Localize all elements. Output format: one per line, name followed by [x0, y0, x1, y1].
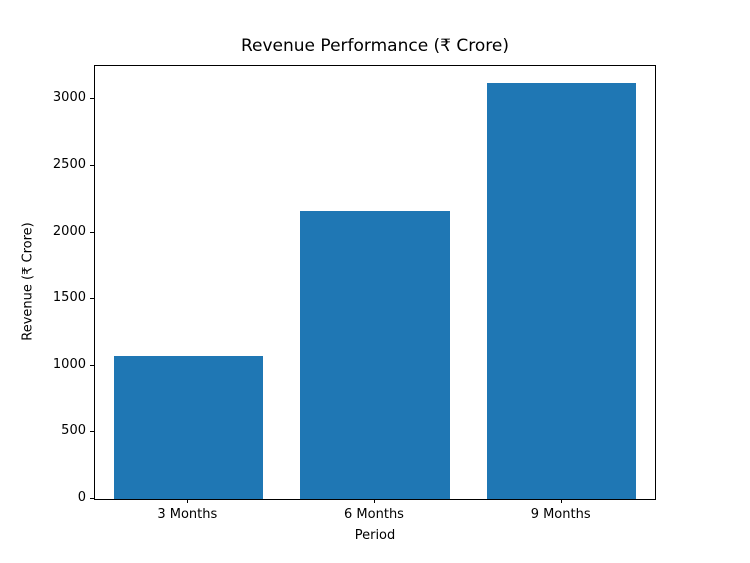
y-tick-label: 1500 — [52, 290, 86, 306]
y-tick-label: 500 — [61, 423, 86, 439]
x-tick-label: 6 Months — [344, 507, 404, 522]
y-tick-mark — [90, 298, 94, 300]
y-tick-label: 1000 — [52, 356, 86, 372]
y-tick-mark — [90, 164, 94, 166]
y-tick-label: 3000 — [52, 90, 86, 106]
bar-6-months — [300, 211, 450, 499]
x-tick-label: 9 Months — [530, 507, 591, 522]
y-tick-label: 2500 — [52, 156, 86, 172]
bar-9-months — [487, 82, 637, 499]
x-tick-mark — [560, 499, 562, 503]
chart-title: Revenue Performance (₹ Crore) — [240, 36, 509, 56]
x-tick-mark — [187, 499, 189, 503]
y-axis-label: Revenue (₹ Crore) — [20, 222, 36, 341]
y-tick-label: 2000 — [52, 223, 86, 239]
x-tick-mark — [374, 499, 375, 503]
y-tick-mark — [90, 98, 94, 100]
bar-3-months — [113, 355, 263, 499]
x-tick-label: 3 Months — [157, 507, 218, 522]
y-tick-mark — [90, 498, 94, 499]
y-tick-mark — [90, 364, 94, 366]
plot-area — [94, 65, 656, 500]
y-tick-mark — [90, 231, 94, 233]
y-tick-mark — [90, 431, 94, 433]
y-tick-label: 0 — [77, 490, 86, 505]
x-axis-label: Period — [354, 528, 396, 543]
